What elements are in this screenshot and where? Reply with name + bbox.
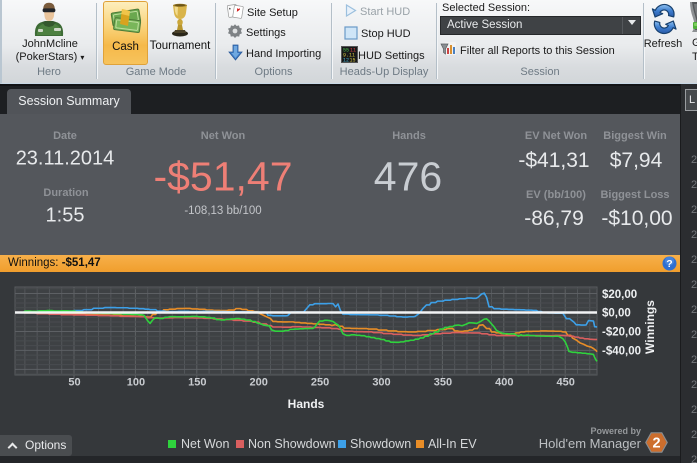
- svg-text:300: 300: [372, 377, 390, 389]
- svg-text:55: 55: [343, 48, 349, 54]
- svg-text:15: 15: [350, 58, 356, 63]
- svg-text:1: 1: [352, 53, 355, 59]
- svg-text:250: 250: [311, 377, 329, 389]
- svg-text:11: 11: [350, 48, 356, 54]
- svg-text:400: 400: [495, 377, 513, 389]
- svg-text:?: ?: [666, 258, 672, 270]
- svg-text:150: 150: [188, 377, 206, 389]
- svg-text:9.1: 9.1: [343, 53, 352, 59]
- svg-text:$20,00: $20,00: [602, 289, 637, 301]
- svg-text:-$20,00: -$20,00: [602, 327, 641, 339]
- svg-text:Winnings: Winnings: [643, 300, 657, 354]
- svg-text:-$40,00: -$40,00: [602, 346, 641, 358]
- svg-text:450: 450: [557, 377, 575, 389]
- svg-text:2: 2: [652, 436, 660, 452]
- svg-text:350: 350: [434, 377, 452, 389]
- svg-text:50: 50: [68, 377, 80, 389]
- svg-text:$0,00: $0,00: [602, 308, 631, 320]
- svg-text:12: 12: [343, 58, 349, 63]
- svg-text:200: 200: [250, 377, 268, 389]
- svg-text:100: 100: [127, 377, 145, 389]
- svg-text:Hands: Hands: [288, 397, 325, 411]
